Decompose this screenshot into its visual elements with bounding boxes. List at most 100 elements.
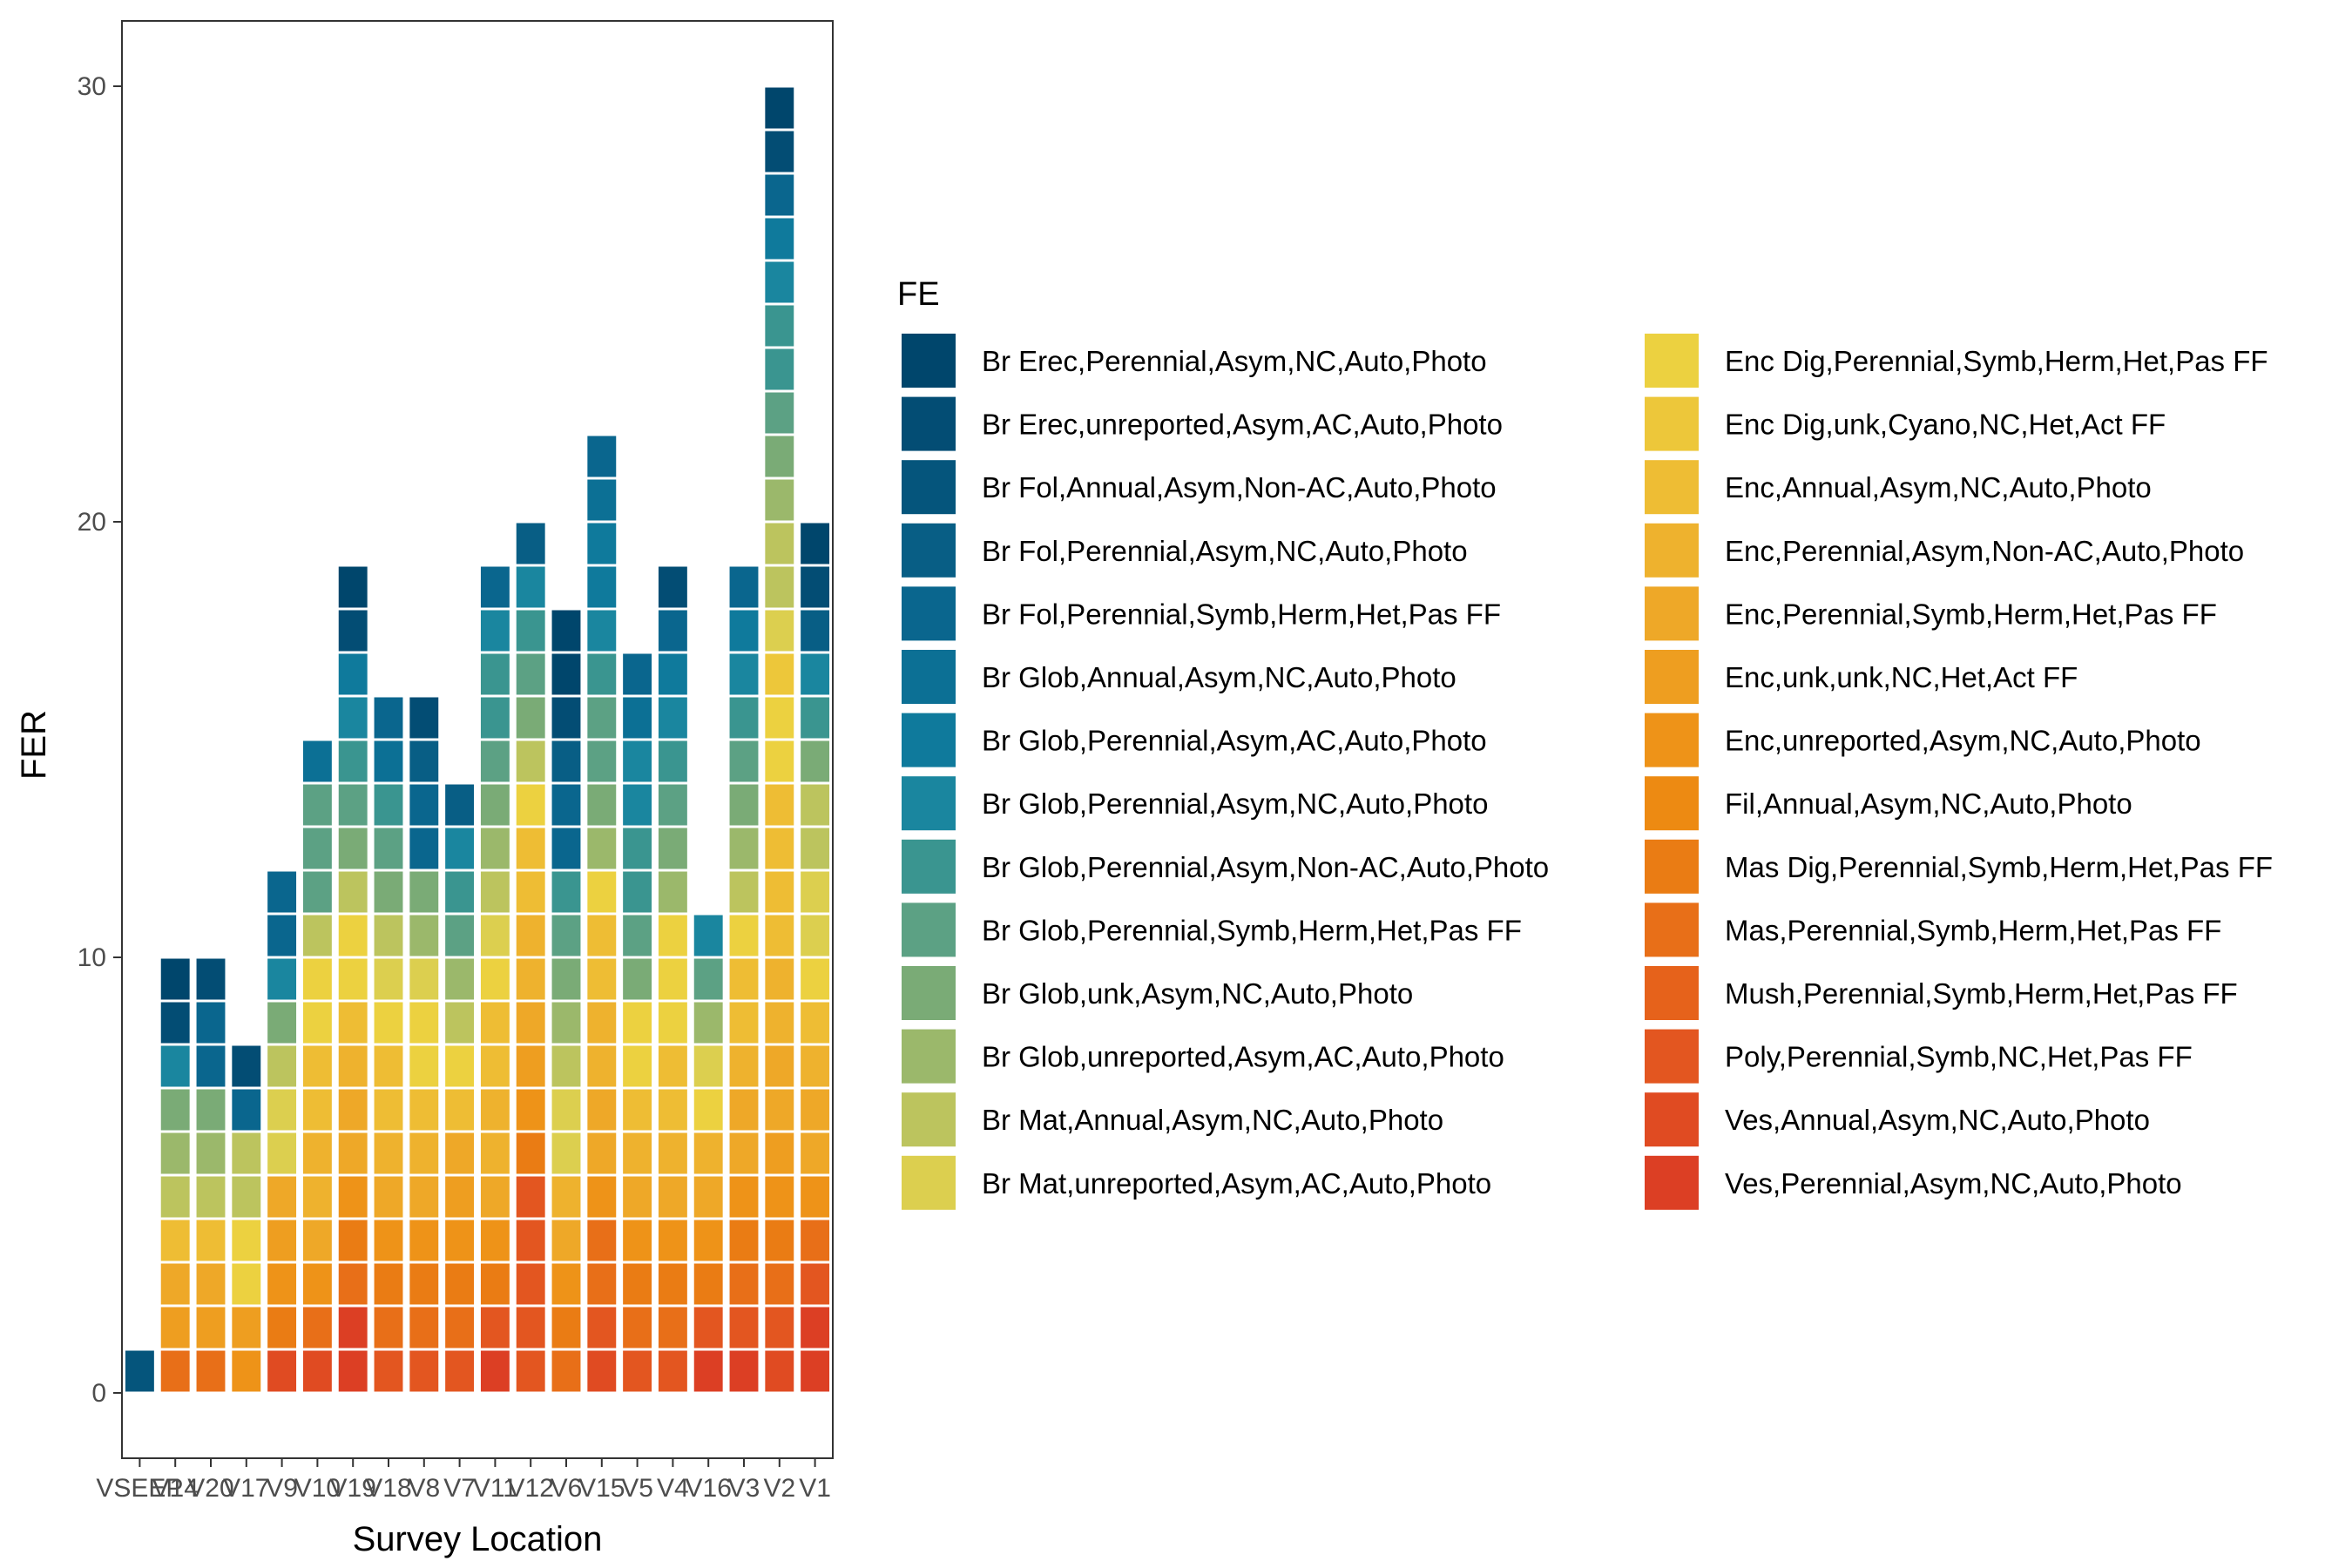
legend-key [1645,902,1699,957]
bar-segment [585,738,619,785]
plot-panel-border [121,20,834,1459]
bar-segment [585,1260,619,1308]
bar-segment [513,694,548,741]
bar-segment [335,1217,370,1264]
bar-segment [513,956,548,1003]
bar-segment [549,1304,584,1351]
bar-segment [585,1130,619,1177]
bar-segment [229,1217,264,1264]
bar-segment [513,1348,548,1395]
bar-segment [727,1130,761,1177]
legend-key [1645,1029,1699,1084]
bar-segment [371,912,406,959]
bar-segment [762,520,797,567]
bar-segment [265,1260,300,1308]
bar-segment [620,1086,655,1133]
bar-segment [549,607,584,654]
bar-segment [443,1217,477,1264]
bar-segment [585,1304,619,1351]
x-tick-label: V16 [686,1474,732,1503]
bar-segment [407,738,442,785]
bar-segment [300,1043,335,1090]
bar-segment [585,694,619,741]
x-tick-label: V5 [621,1474,653,1503]
legend-key [1645,1092,1699,1147]
bar-segment [158,956,193,1003]
bar-segment [798,956,833,1003]
bar-segment [443,912,477,959]
bar-segment [798,999,833,1046]
bar-segment [798,1348,833,1395]
bar-segment [549,825,584,872]
bar-segment [762,825,797,872]
bar-segment [549,781,584,828]
bar-segment [762,564,797,611]
bar-segment [407,868,442,916]
bar-segment [585,1173,619,1220]
bar-segment [727,1086,761,1133]
bar-segment [300,999,335,1046]
legend-label: Br Erec,Perennial,Asym,NC,Auto,Photo [982,345,1487,377]
bar-segment [265,956,300,1003]
bar-segment [193,1260,228,1308]
bar-segment [620,694,655,741]
bar-segment [762,651,797,698]
bar-segment [513,868,548,916]
legend-key [1645,334,1699,388]
bar-segment [549,912,584,959]
bar-segment [762,956,797,1003]
legend-label: Br Erec,unreported,Asym,AC,Auto,Photo [982,409,1503,441]
bar-segment [762,781,797,828]
bar-segment [620,956,655,1003]
bar-segment [691,1304,726,1351]
y-tick-label: 10 [78,943,106,972]
bar-segment [762,389,797,436]
legend-label: Br Glob,Perennial,Asym,Non-AC,Auto,Photo [982,851,1549,883]
legend-label: Enc,Annual,Asym,NC,Auto,Photo [1725,471,2152,504]
legend-label: Br Fol,Annual,Asym,Non-AC,Auto,Photo [982,471,1497,504]
bar-segment [655,781,690,828]
bar-segment [798,1304,833,1351]
bar-segment [300,1130,335,1177]
bar-segment [335,825,370,872]
bar-segment [798,1130,833,1177]
bar-segment [443,781,477,828]
legend-key [902,1155,956,1210]
bar-segment [335,1260,370,1308]
bar-segment [798,781,833,828]
bar-segment [798,868,833,916]
bar-segment [158,999,193,1046]
bar-segment [477,738,512,785]
bar-segment [229,1260,264,1308]
bar-segment [477,1173,512,1220]
bar-segment [549,694,584,741]
bar-segment [762,1217,797,1264]
bar-segment [229,1130,264,1177]
bar-segment [585,1217,619,1264]
bar-segment [300,738,335,785]
bar-segment [477,1217,512,1264]
bar-segment [762,215,797,262]
bar-segment [655,912,690,959]
bar-segment [727,651,761,698]
bar-segment [477,1348,512,1395]
x-tick-label: V17 [223,1474,269,1503]
bar-segment [335,999,370,1046]
legend-key [902,776,956,831]
x-tick-label: V18 [365,1474,411,1503]
bar-segment [585,912,619,959]
bar-segment [371,956,406,1003]
bar-segment [655,1304,690,1351]
bar-segment [407,1304,442,1351]
bar-segment [798,1173,833,1220]
bar-segment [620,1173,655,1220]
bar-segment [762,1086,797,1133]
bar-segment [443,868,477,916]
legend-label: Br Glob,unreported,Asym,AC,Auto,Photo [982,1041,1504,1073]
legend-key [1645,586,1699,641]
bar-segment [407,1217,442,1264]
bar-segment [585,1348,619,1395]
bar-segment [798,738,833,785]
bar-segment [762,694,797,741]
